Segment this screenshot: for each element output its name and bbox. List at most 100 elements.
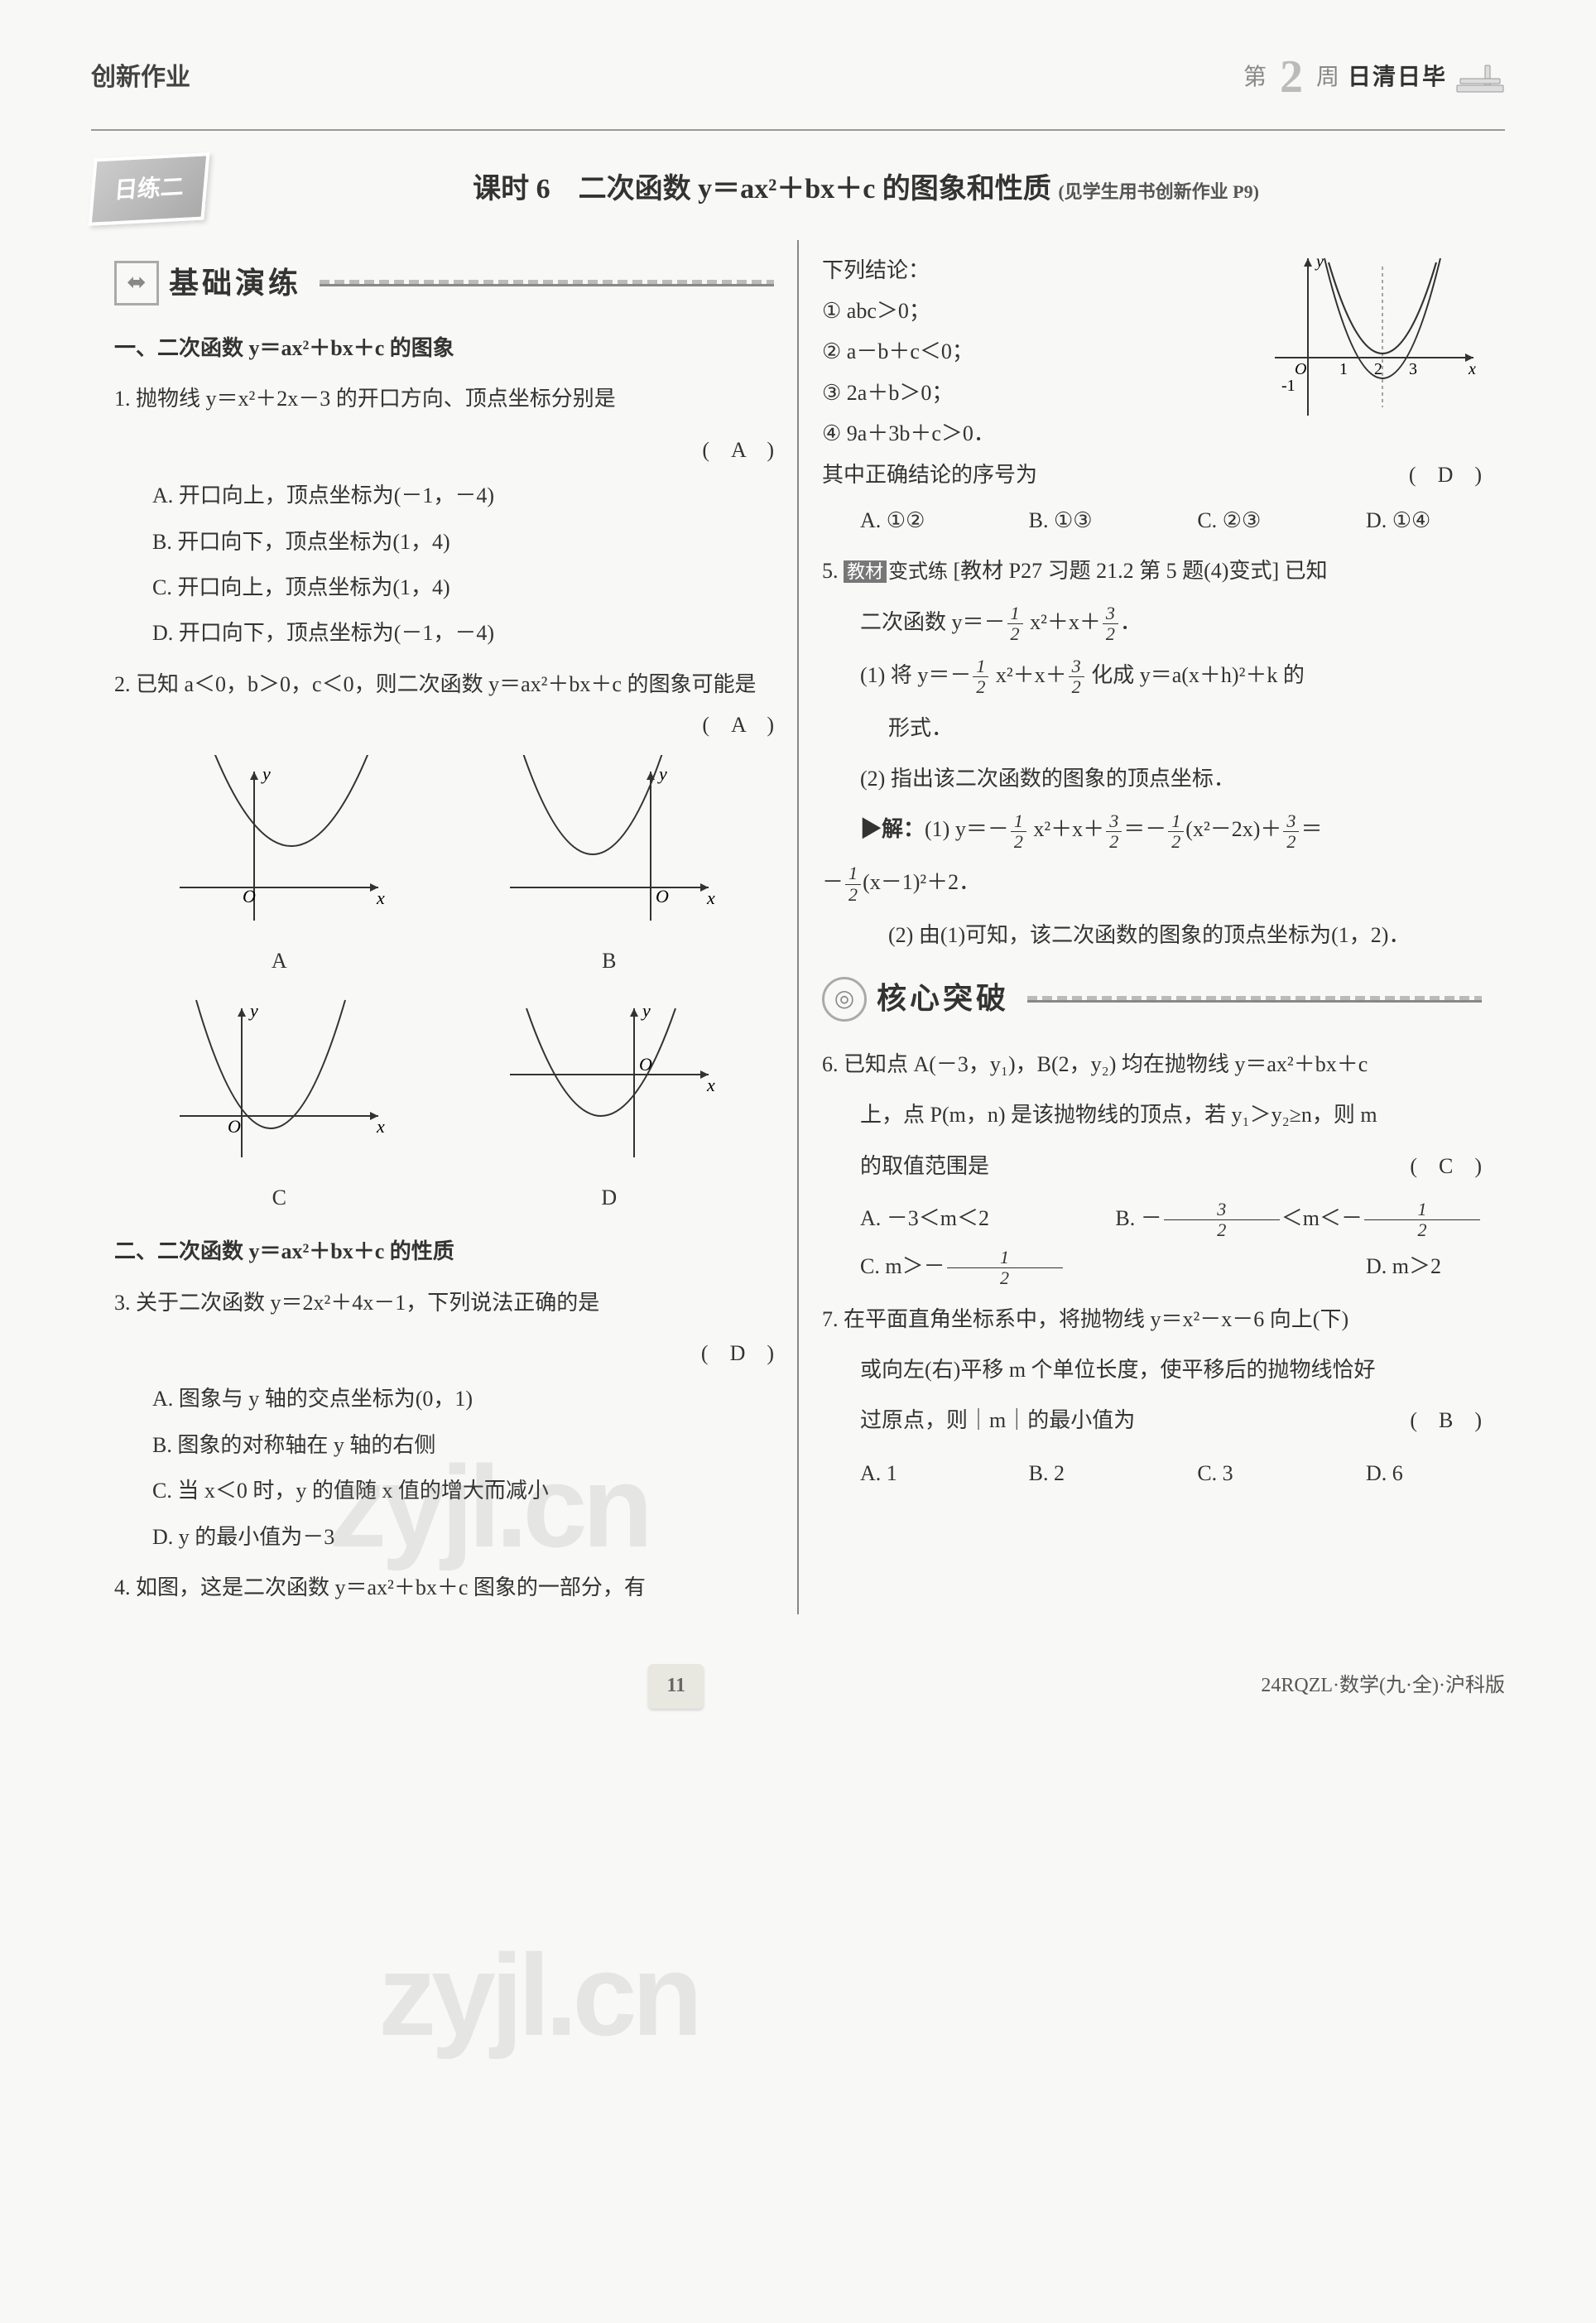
lesson-note: (见学生用书创新作业 P9) — [1058, 181, 1259, 202]
svg-text:2: 2 — [1374, 360, 1382, 378]
q5-s1c: ＝－ — [1123, 817, 1166, 841]
section-core: ◎ 核心突破 — [822, 970, 1482, 1027]
arrows-icon: ⬌ — [114, 261, 159, 305]
q5-solution-1: ▶解：(1) y＝－12 x²＋x＋32＝－12(x²－2x)＋32＝ — [860, 809, 1482, 852]
svg-text:y: y — [1315, 252, 1324, 271]
q6-s3-row: 的取值范围是 ( C ) — [860, 1146, 1482, 1186]
q6-options-row1: A. －3＜m＜2 B. －32＜m＜－12 — [860, 1198, 1482, 1241]
q2: 2. 已知 a＜0，b＞0，c＜0，则二次函数 y＝ax²＋bx＋c 的图象可能… — [114, 664, 774, 705]
page-footer: 11 24RQZL·数学(九·全)·沪科版 — [91, 1664, 1505, 1709]
q2-label-c: C — [163, 1177, 395, 1218]
svg-text:x: x — [376, 887, 385, 908]
q1-stem: 1. 抛物线 y＝x²＋2x－3 的开口方向、顶点坐标分别是 — [114, 387, 616, 411]
q7-opt-a: A. 1 — [860, 1453, 976, 1493]
watermark-2: zyjl.cn — [378, 1885, 698, 2105]
svg-text:y: y — [261, 763, 271, 784]
q5-solution-2: (2) 由(1)可知，该二次函数的图象的顶点坐标为(1，2)． — [888, 915, 1482, 955]
svg-text:-1: -1 — [1281, 377, 1296, 395]
q2-graph-d: O x y D — [493, 992, 725, 1218]
section-basic: ⬌ 基础演练 — [114, 255, 774, 311]
q5-l2c: ． — [1120, 610, 1142, 634]
q2-label-a: A — [163, 940, 395, 981]
q2-graph-c: O x y C — [163, 992, 395, 1218]
q6-s3: 的取值范围是 — [860, 1154, 989, 1178]
svg-text:x: x — [706, 887, 715, 908]
q2-graph-b: O x y B — [493, 755, 725, 981]
lesson-title-text: 课时 6 二次函数 y＝ax²＋bx＋c 的图象和性质 — [473, 174, 1051, 204]
q1-opt-a: A. 开口向上，顶点坐标为(－1，－4) — [152, 475, 774, 516]
q5-s1b: x²＋x＋ — [1028, 817, 1104, 841]
q1-opt-c: C. 开口向上，顶点坐标为(1，4) — [152, 567, 774, 608]
q2-graph-row-1: O x y A O x y B — [114, 755, 774, 981]
section-basic-text: 基础演练 — [169, 255, 301, 311]
q4b-ask-row: 其中正确结论的序号为 ( D ) — [822, 454, 1482, 495]
q3-opt-c: C. 当 x＜0 时，y 的值随 x 值的增大而减小 — [152, 1470, 774, 1511]
right-column: O x y 1 2 3 -1 下列结论： ① abc＞0； ② a－b＋c＜0；… — [799, 240, 1505, 1615]
q6-answer: ( C ) — [1410, 1146, 1482, 1186]
q3-opt-d: D. y 的最小值为－3 — [152, 1517, 774, 1557]
q4b-opt-b: B. ①③ — [1029, 500, 1145, 541]
page-number: 11 — [648, 1664, 704, 1709]
q5-solution-1b: －12(x－1)²＋2． — [822, 862, 1482, 905]
lesson-bar: 日练二 课时 6 二次函数 y＝ax²＋bx＋c 的图象和性质 (见学生用书创新… — [91, 156, 1505, 223]
q2-graph-a: O x y A — [163, 755, 395, 981]
svg-text:O: O — [1295, 360, 1306, 378]
brand-text: 日清日毕 — [1348, 55, 1447, 99]
q5-p1b: x²＋x＋ — [990, 663, 1066, 687]
q1-options: A. 开口向上，顶点坐标为(－1，－4) B. 开口向下，顶点坐标为(1，4) … — [152, 475, 774, 654]
q7-options: A. 1 B. 2 C. 3 D. 6 — [860, 1453, 1482, 1493]
q5: 5. 教材变式练 [教材 P27 习题 21.2 第 5 题(4)变式] 已知 — [822, 551, 1482, 592]
q2-answer: ( A ) — [702, 705, 774, 745]
week-prefix: 第 — [1243, 55, 1267, 99]
books-icon — [1455, 60, 1505, 94]
q5-bracketed: [教材 P27 习题 21.2 第 5 题(4)变式] 已知 — [954, 559, 1328, 583]
svg-text:x: x — [1468, 360, 1476, 378]
q2-label-d: D — [493, 1177, 725, 1218]
week-number: 2 — [1280, 33, 1303, 121]
parabola-a-icon: O x y — [163, 755, 395, 937]
q6-s2: 上，点 P(m，n) 是该抛物线的顶点，若 y₁＞y₂≥n，则 m — [860, 1094, 1482, 1135]
q5-s1g: (x－1)²＋2． — [863, 870, 980, 894]
q6-options-row2: C. m＞－12 D. m＞2 — [860, 1246, 1482, 1289]
section-underline — [320, 280, 774, 286]
q5-s1a: (1) y＝－ — [925, 817, 1009, 841]
svg-text:O: O — [243, 886, 256, 907]
q2-stem: 2. 已知 a＜0，b＞0，c＜0，则二次函数 y＝ax²＋bx＋c 的图象可能… — [114, 672, 756, 696]
q5-s1e: ＝ — [1300, 817, 1322, 841]
week-suffix: 周 — [1316, 55, 1339, 99]
q5-l2b: x²＋x＋ — [1025, 610, 1101, 634]
parabola-b-icon: O x y — [493, 755, 725, 937]
q5-s1d: (x²－2x)＋ — [1185, 817, 1281, 841]
q3-opt-b: B. 图象的对称轴在 y 轴的右侧 — [152, 1425, 774, 1465]
q5-tag2: 变式练 — [888, 561, 948, 583]
lesson-title: 课时 6 二次函数 y＝ax²＋bx＋c 的图象和性质 (见学生用书创新作业 P… — [227, 163, 1505, 217]
footer-right: 24RQZL·数学(九·全)·沪科版 — [1261, 1667, 1505, 1705]
svg-text:O: O — [639, 1054, 652, 1075]
q5-p1a: (1) 将 y＝－ — [860, 663, 971, 687]
header-left: 创新作业 — [91, 54, 190, 101]
q2-graph-row-2: O x y C O x y D — [114, 992, 774, 1218]
q4-stem: 4. 如图，这是二次函数 y＝ax²＋bx＋c 图象的一部分，有 — [114, 1575, 646, 1599]
subhead-1: 一、二次函数 y＝ax²＋bx＋c 的图象 — [114, 328, 774, 368]
q7-answer: ( B ) — [1410, 1400, 1482, 1440]
q6-opt-d: D. m＞2 — [1366, 1246, 1482, 1289]
q4: 4. 如图，这是二次函数 y＝ax²＋bx＋c 图象的一部分，有 — [114, 1567, 774, 1608]
q7-s3: 过原点，则｜m｜的最小值为 — [860, 1408, 1135, 1432]
svg-text:x: x — [376, 1116, 385, 1137]
q5-s1f: － — [822, 870, 844, 894]
page-header: 创新作业 第 2 周 日清日毕 — [91, 33, 1505, 131]
q5-p1: (1) 将 y＝－12 x²＋x＋32 化成 y＝a(x＋h)²＋k 的 — [860, 655, 1482, 698]
q5-p1d: 形式． — [888, 708, 1482, 748]
q2-label-b: B — [493, 940, 725, 981]
svg-text:O: O — [656, 886, 669, 907]
content-columns: ⬌ 基础演练 一、二次函数 y＝ax²＋bx＋c 的图象 1. 抛物线 y＝x²… — [91, 240, 1505, 1615]
left-column: ⬌ 基础演练 一、二次函数 y＝ax²＋bx＋c 的图象 1. 抛物线 y＝x²… — [91, 240, 799, 1615]
q5-l2a: 二次函数 y＝－ — [860, 610, 1006, 634]
solve-arrow-icon: ▶解： — [860, 817, 925, 841]
q1-opt-d: D. 开口向下，顶点坐标为(－1，－4) — [152, 613, 774, 653]
svg-text:O: O — [228, 1116, 241, 1137]
lesson-tag: 日练二 — [89, 152, 210, 226]
q1-opt-b: B. 开口向下，顶点坐标为(1，4) — [152, 522, 774, 562]
svg-text:y: y — [641, 1000, 651, 1021]
q4b: O x y 1 2 3 -1 下列结论： ① abc＞0； ② a－b＋c＜0；… — [822, 250, 1482, 541]
